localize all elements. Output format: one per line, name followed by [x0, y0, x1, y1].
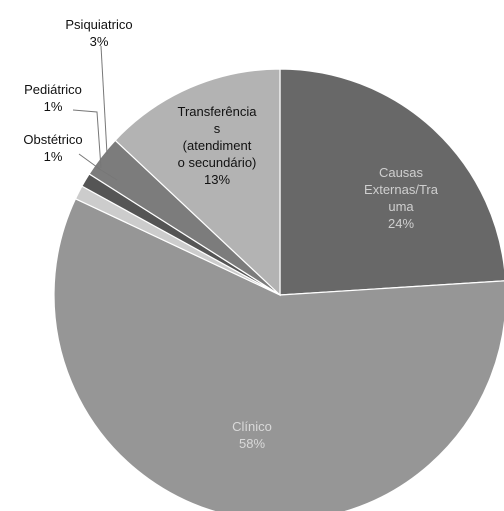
slice-label-2: Obstétrico 1% — [23, 132, 82, 164]
pie-slice-1 — [53, 197, 504, 511]
slice-label-1: Clínico 58% — [232, 419, 272, 451]
leader-line-4 — [100, 45, 108, 155]
slice-label-4: Psiquiatrico 3% — [65, 17, 132, 49]
slice-label-0: Causas Externas/Tra uma 24% — [364, 165, 439, 231]
pie-slice-5 — [114, 68, 281, 297]
leader-line-3 — [72, 109, 102, 169]
slice-label-5: Transferência s (atendiment o secundário) 13… — [178, 104, 258, 187]
slice-label-3: Pediátrico 1% — [24, 82, 82, 114]
pie-slice-0 — [279, 68, 504, 296]
leader-line-2 — [78, 153, 118, 181]
